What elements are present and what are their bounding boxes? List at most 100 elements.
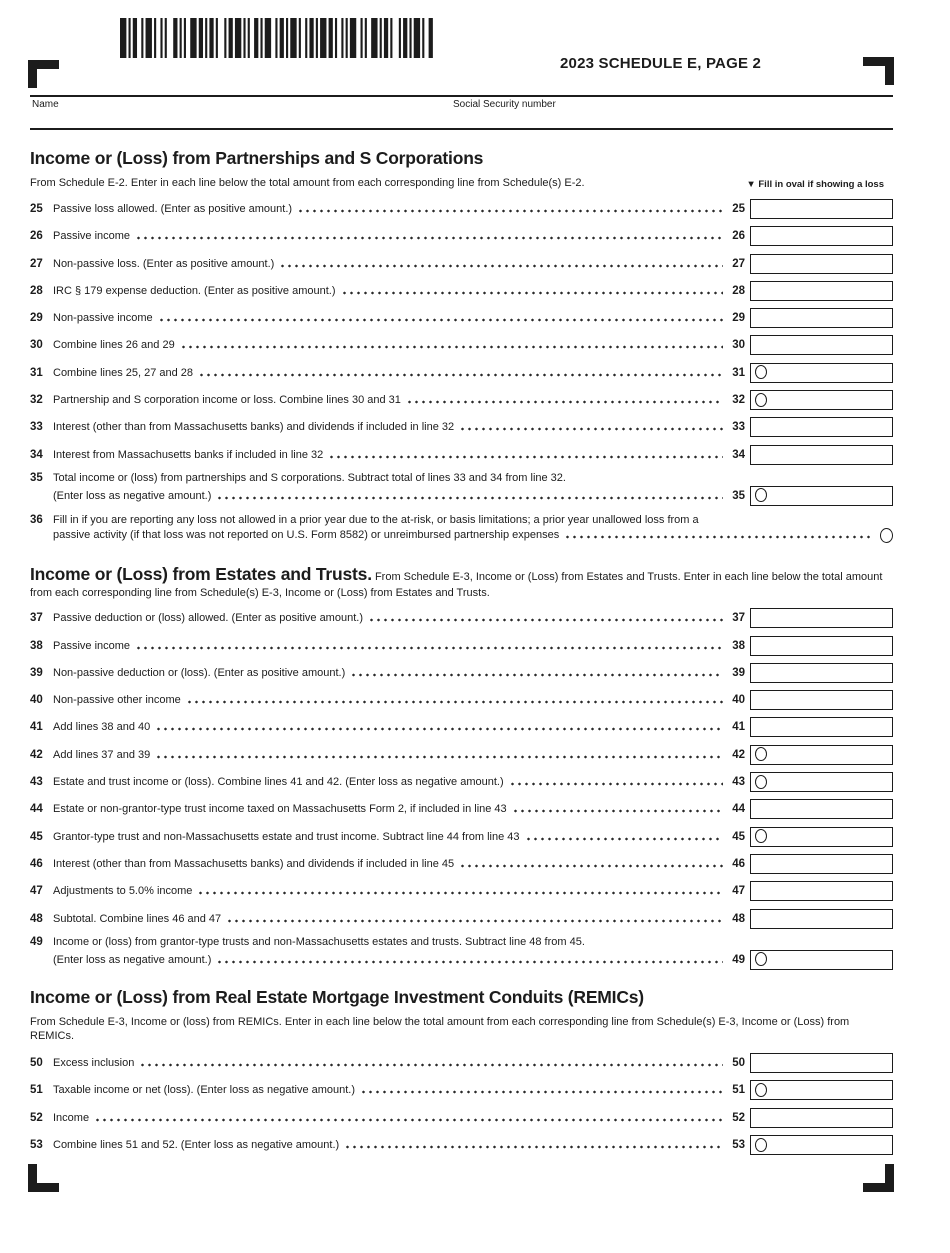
dotted-leader: [135, 230, 723, 243]
form-line-31: 31 Combine lines 25, 27 and 28 31: [30, 362, 893, 383]
dotted-leader: [297, 203, 723, 215]
line-description: Passive income: [53, 639, 131, 652]
amount-box-42[interactable]: [750, 744, 893, 765]
amount-box-52[interactable]: [750, 1107, 893, 1128]
line-number: 29: [30, 312, 43, 325]
form-line-37: 37 Passive deduction or (loss) allowed. (…: [30, 608, 893, 629]
amount-box-53[interactable]: [750, 1135, 893, 1156]
line-number: 52: [30, 1111, 43, 1124]
amount-box-47[interactable]: [750, 881, 893, 902]
line-number: 50: [30, 1057, 43, 1070]
amount-box-51[interactable]: [750, 1080, 893, 1101]
form-line-40: 40 Non-passive other income 40: [30, 690, 893, 711]
amount-box-25[interactable]: [750, 199, 893, 219]
amount-box-49[interactable]: [750, 949, 893, 970]
loss-oval-35[interactable]: [755, 488, 767, 503]
amount-box-37[interactable]: [750, 608, 893, 629]
amount-box-39[interactable]: [750, 662, 893, 683]
name-field[interactable]: [30, 110, 450, 127]
loss-oval-43[interactable]: [755, 774, 767, 789]
line: 40 Non-passive other income 40: [30, 690, 893, 711]
amount-box-40[interactable]: [750, 690, 893, 711]
line-number: 37: [30, 612, 43, 625]
amount-box-45[interactable]: [750, 826, 893, 847]
line-number-right: 43: [732, 776, 745, 789]
form-line-38: 38 Passive income 38: [30, 635, 893, 656]
loss-oval-53[interactable]: [755, 1137, 767, 1152]
line-number: 36: [30, 513, 43, 526]
form-line-45: 45 Grantor-type trust and non-Massachuset…: [30, 826, 893, 847]
section-title: Income or (Loss) from Real Estate Mortga…: [30, 987, 644, 1008]
amount-box-48[interactable]: [750, 908, 893, 929]
loss-oval-45[interactable]: [755, 829, 767, 844]
amount-box-41[interactable]: [750, 717, 893, 738]
amount-box-33[interactable]: [750, 417, 893, 438]
amount-box-30[interactable]: [750, 335, 893, 356]
line-number: 46: [30, 857, 43, 870]
dotted-leader: [459, 421, 723, 434]
section-title: Income or (Loss) from Estates and Trusts…: [30, 564, 372, 585]
line: 34 Interest from Massachusetts banks if i…: [30, 444, 893, 465]
amount-box-32[interactable]: [750, 390, 893, 411]
line-description: Adjustments to 5.0% income: [53, 885, 193, 898]
section-rows: 50 Excess inclusion 50 51 Taxable income or …: [30, 1053, 893, 1156]
corner-mark-bottom-left: [28, 1164, 59, 1192]
section-intro: From Schedule E-3, Income or (loss) from…: [30, 1016, 850, 1043]
dotted-leader: [328, 448, 723, 461]
amount-box-31[interactable]: [750, 362, 893, 383]
amount-box-26[interactable]: [750, 226, 893, 247]
line-second: passive activity (if that loss was not r…: [30, 527, 893, 543]
line-number: 45: [30, 830, 43, 843]
form-line-51: 51 Taxable income or net (loss). (Enter l…: [30, 1080, 893, 1101]
ssn-field[interactable]: [453, 110, 893, 127]
line-number: 32: [30, 394, 43, 407]
amount-box-43[interactable]: [750, 772, 893, 793]
line: 30 Combine lines 26 and 29 30: [30, 335, 893, 356]
dotted-leader: [367, 612, 723, 625]
section-remics: Income or (Loss) from Real Estate Mortga…: [30, 987, 893, 1156]
amount-box-28[interactable]: [750, 280, 893, 301]
loss-oval-49[interactable]: [755, 952, 767, 967]
line-number-right: 33: [732, 421, 745, 434]
line: 41 Add lines 38 and 40 41: [30, 717, 893, 738]
form-line-47: 47 Adjustments to 5.0% income 47: [30, 881, 893, 902]
form-line-42: 42 Add lines 37 and 39 42: [30, 744, 893, 765]
line-second: (Enter loss as negative amount.) 49: [30, 949, 893, 970]
line-number: 38: [30, 639, 43, 652]
form-line-27: 27 Non-passive loss. (Enter as positive a…: [30, 253, 893, 274]
id-row-divider: [30, 128, 893, 130]
amount-box-29[interactable]: [750, 308, 893, 329]
dotted-leader: [198, 366, 723, 379]
loss-oval-51[interactable]: [755, 1082, 767, 1097]
dotted-leader: [344, 1139, 723, 1152]
amount-box-50[interactable]: [750, 1053, 893, 1074]
amount-box-34[interactable]: [750, 444, 893, 465]
amount-box-44[interactable]: [750, 799, 893, 820]
loss-oval-32[interactable]: [755, 392, 767, 407]
line-number-right: 39: [732, 666, 745, 679]
line-number-right: 34: [732, 448, 745, 461]
line-number-right: 41: [732, 721, 745, 734]
amount-box-27[interactable]: [750, 253, 893, 274]
dotted-leader: [340, 284, 723, 297]
line-number-right: 49: [732, 953, 745, 966]
fill-in-oval-36[interactable]: [880, 527, 893, 543]
amount-box-38[interactable]: [750, 635, 893, 656]
line-number-right: 27: [732, 257, 745, 270]
loss-oval-31[interactable]: [755, 365, 767, 380]
dotted-leader: [216, 489, 723, 502]
form-line-32: 32 Partnership and S corporation income o…: [30, 390, 893, 411]
barcode: [120, 18, 435, 58]
form-line-53: 53 Combine lines 51 and 52. (Enter loss a…: [30, 1135, 893, 1156]
form-line-28: 28 IRC § 179 expense deduction. (Enter as…: [30, 280, 893, 301]
loss-oval-42[interactable]: [755, 747, 767, 762]
line-number: 35: [30, 472, 43, 485]
line-number: 48: [30, 912, 43, 925]
form-line-41: 41 Add lines 38 and 40 41: [30, 717, 893, 738]
line-number: 43: [30, 776, 43, 789]
line: 48 Subtotal. Combine lines 46 and 47 48: [30, 908, 893, 929]
dotted-leader: [197, 885, 723, 898]
amount-box-35[interactable]: [750, 485, 893, 506]
line-number: 41: [30, 721, 43, 734]
amount-box-46[interactable]: [750, 853, 893, 874]
